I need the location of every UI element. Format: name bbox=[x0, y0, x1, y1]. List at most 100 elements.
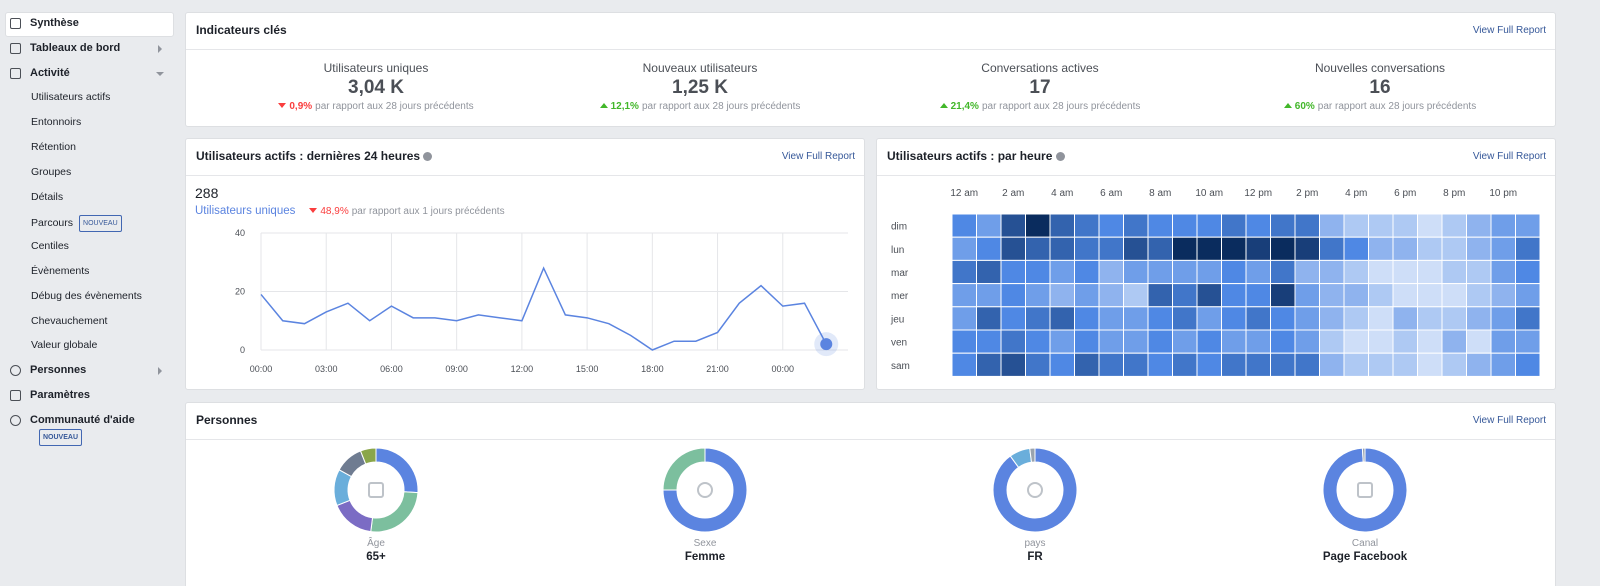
trend-arrow bbox=[939, 103, 948, 108]
heat-cell bbox=[1221, 213, 1247, 238]
nav-subitem[interactable]: Chevauchement bbox=[31, 315, 107, 328]
heat-cell bbox=[1049, 306, 1075, 331]
heat-cell bbox=[1098, 283, 1124, 308]
heat-cell bbox=[1049, 283, 1075, 308]
heat-cell bbox=[1098, 329, 1124, 354]
heat-cell bbox=[1343, 283, 1369, 308]
nav-item[interactable]: Tableaux de bord bbox=[30, 42, 120, 55]
donut-icon bbox=[1027, 482, 1043, 498]
y-tick-label: 40 bbox=[235, 228, 245, 238]
heat-cell bbox=[1270, 236, 1296, 261]
heat-cell bbox=[976, 259, 1002, 285]
heat-cell bbox=[1441, 213, 1467, 238]
last-point bbox=[820, 338, 833, 351]
kpi-panel: Indicateurs clés View Full Report bbox=[185, 12, 1556, 127]
heat-cell bbox=[1466, 283, 1492, 308]
nav-item[interactable]: Paramètres bbox=[30, 389, 90, 402]
info-icon[interactable] bbox=[423, 152, 433, 161]
nav-label: Valeur globale bbox=[31, 339, 98, 352]
nav-subitem[interactable]: Groupes bbox=[31, 166, 71, 179]
nav-item[interactable]: Activité bbox=[30, 67, 70, 80]
nav-subitem[interactable]: Évènements bbox=[31, 265, 89, 278]
heat-cell bbox=[1196, 259, 1222, 285]
panel-title: Utilisateurs actifs : dernières 24 heure… bbox=[196, 149, 433, 163]
x-tick-label: 15:00 bbox=[576, 364, 599, 374]
kpi-value: 16 bbox=[1369, 77, 1391, 98]
heat-cell bbox=[1000, 306, 1026, 331]
heat-cell bbox=[1441, 306, 1467, 331]
nav-subitem[interactable]: Utilisateurs actifs bbox=[31, 91, 110, 104]
nav-icon bbox=[10, 67, 21, 79]
heat-cell bbox=[1441, 236, 1467, 261]
view-report-link[interactable]: View Full Report bbox=[1472, 415, 1546, 426]
heat-cell bbox=[1074, 306, 1100, 331]
y-tick-label: 0 bbox=[240, 345, 245, 355]
heat-cell bbox=[1196, 213, 1222, 238]
nav-subitem[interactable]: Détails bbox=[31, 191, 63, 204]
heat-cell bbox=[1319, 259, 1345, 285]
nav-label: Détails bbox=[31, 190, 64, 203]
heat-cell bbox=[1294, 352, 1320, 377]
row-label: mer bbox=[891, 291, 909, 302]
donut-segment bbox=[1029, 447, 1036, 463]
row-label: mar bbox=[891, 268, 909, 279]
donut-value: Page Facebook bbox=[1322, 551, 1408, 563]
heat-cell bbox=[1245, 259, 1271, 285]
heat-cell bbox=[1343, 329, 1369, 354]
donut-label: Âge bbox=[367, 538, 385, 549]
heat-cell bbox=[1172, 329, 1198, 354]
heat-cell bbox=[1515, 259, 1541, 285]
heat-cell bbox=[1417, 236, 1443, 261]
nav-subitem[interactable]: Rétention bbox=[31, 141, 76, 154]
nav-label: Activité bbox=[30, 66, 70, 79]
nav-icon bbox=[10, 42, 21, 54]
donut-icon bbox=[368, 482, 384, 498]
heat-cell bbox=[1466, 306, 1492, 331]
heat-cell bbox=[1466, 213, 1492, 238]
heat-cell bbox=[1245, 236, 1271, 261]
heat-cell bbox=[1441, 283, 1467, 308]
kpi-label: Conversations actives bbox=[981, 61, 1099, 75]
nav-label: Débug des évènements bbox=[31, 289, 142, 302]
view-report-link[interactable]: View Full Report bbox=[1472, 25, 1546, 36]
view-report-link[interactable]: View Full Report bbox=[1472, 151, 1546, 162]
view-report-link[interactable]: View Full Report bbox=[781, 151, 855, 162]
heat-cell bbox=[1074, 329, 1100, 354]
heat-cell bbox=[1515, 236, 1541, 261]
nav-item[interactable]: Personnes bbox=[30, 364, 86, 377]
nav-item[interactable]: Communauté d'aide NOUVEAU bbox=[30, 414, 135, 446]
nav-subitem[interactable]: Débug des évènements bbox=[31, 290, 142, 303]
x-tick-label: 00:00 bbox=[772, 364, 795, 374]
kpi-change: 0,9% par rapport aux 28 jours précédents bbox=[206, 101, 546, 113]
info-icon[interactable] bbox=[1055, 152, 1065, 161]
nav-subitem[interactable]: Parcours NOUVEAU bbox=[31, 215, 122, 233]
badge: NOUVEAU bbox=[79, 215, 122, 233]
heat-cell bbox=[1049, 259, 1075, 285]
nav-subitem[interactable]: Valeur globale bbox=[31, 339, 97, 352]
column-label: 6 pm bbox=[1394, 188, 1417, 199]
heat-cell bbox=[1098, 213, 1124, 238]
nav-item[interactable]: Synthèse bbox=[30, 17, 79, 30]
heat-cell bbox=[1172, 259, 1198, 285]
column-label: 10 pm bbox=[1489, 188, 1518, 199]
nav-subitem[interactable]: Entonnoirs bbox=[31, 116, 81, 129]
heat-cell bbox=[1049, 352, 1075, 377]
nav-subitem[interactable]: Centiles bbox=[31, 240, 69, 253]
heat-cell bbox=[1417, 259, 1443, 285]
heat-cell bbox=[1368, 352, 1394, 377]
trend-arrow bbox=[599, 103, 608, 108]
heat-cell bbox=[976, 306, 1002, 331]
heat-cell bbox=[1172, 352, 1198, 377]
series-name: Utilisateurs uniques bbox=[195, 205, 296, 217]
y-tick-label: 20 bbox=[235, 287, 245, 297]
heat-cell bbox=[1147, 329, 1173, 354]
heat-cell bbox=[1000, 213, 1026, 238]
heat-cell bbox=[1368, 329, 1394, 354]
heat-cell bbox=[1098, 236, 1124, 261]
heat-cell bbox=[1172, 213, 1198, 238]
donut-icon bbox=[697, 482, 713, 498]
panel-title: Utilisateurs actifs : par heure bbox=[887, 149, 1065, 163]
heat-cell bbox=[1221, 283, 1247, 308]
